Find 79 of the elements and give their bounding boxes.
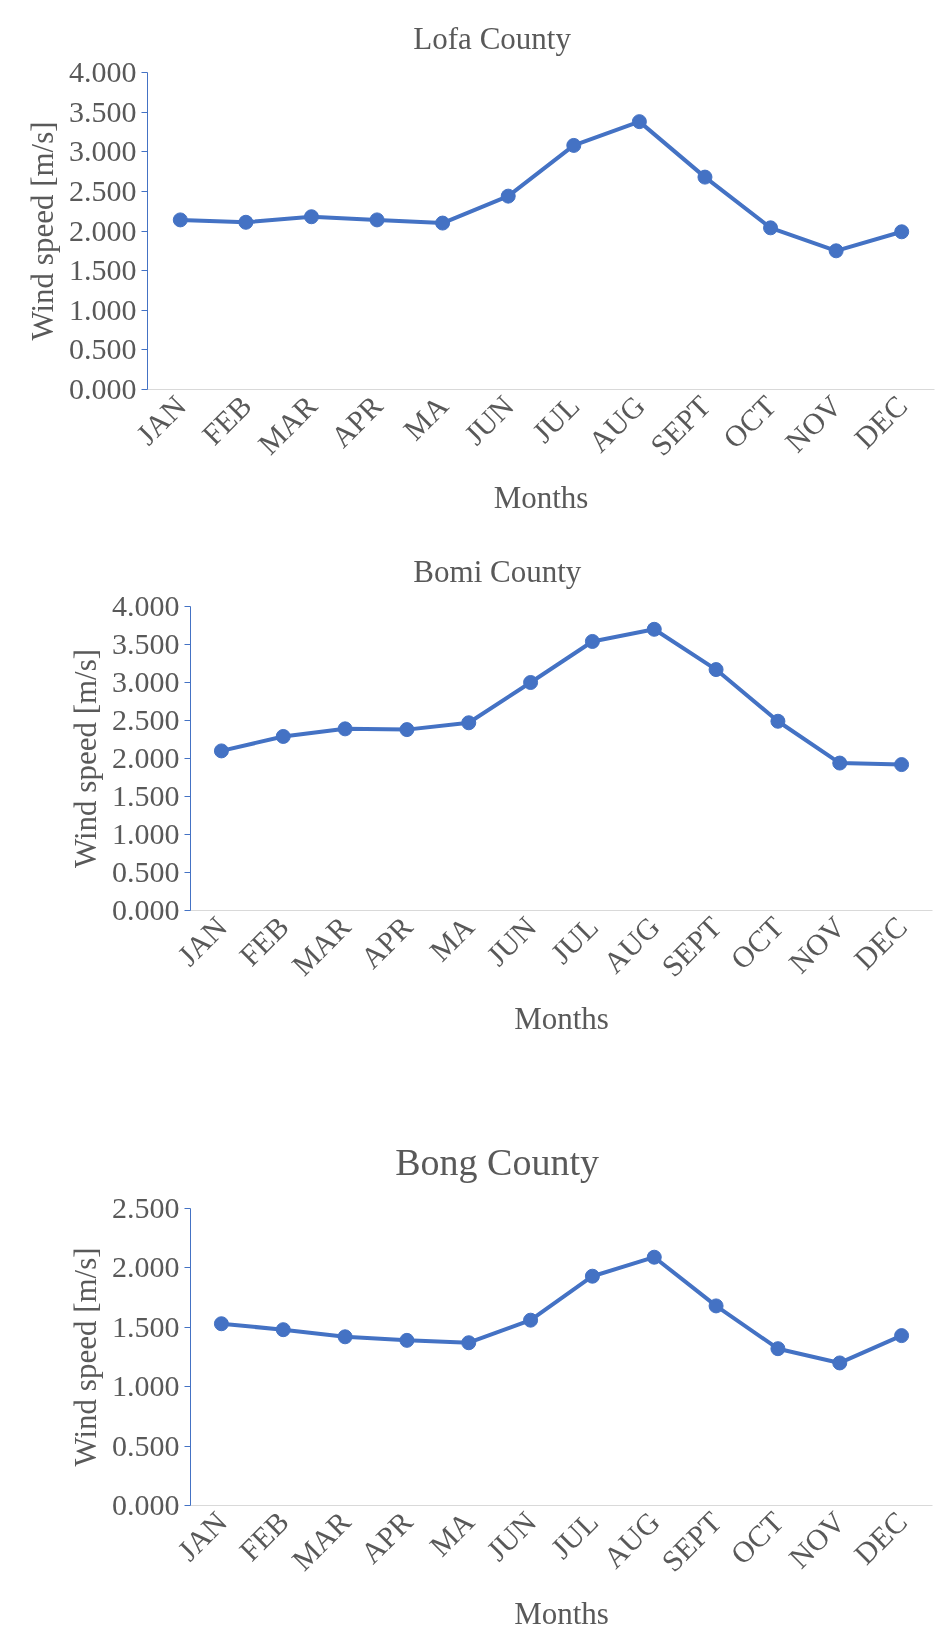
point — [894, 1328, 910, 1344]
y-tick-label: 1.500 — [112, 779, 180, 812]
x-axis-title: Months — [514, 1596, 609, 1632]
point — [369, 212, 385, 228]
chart-title: Bong County — [395, 1140, 600, 1183]
chart-title: Bomi County — [413, 554, 582, 589]
y-tick-label: 2.500 — [69, 173, 137, 207]
point — [697, 169, 713, 185]
y-tick-label: 1.000 — [69, 292, 137, 326]
y-tick-label: 1.000 — [112, 1369, 180, 1403]
point — [646, 621, 662, 637]
point — [337, 721, 353, 737]
y-tick-label: 3.000 — [69, 134, 137, 168]
x-tick-label: MA — [422, 909, 481, 968]
point — [832, 1355, 848, 1371]
point — [763, 220, 779, 236]
x-tick-label: MA — [396, 388, 455, 447]
point — [500, 188, 516, 204]
x-tick-label: MA — [422, 1504, 481, 1563]
point — [708, 1298, 724, 1314]
y-tick-label: 2.000 — [112, 741, 180, 774]
y-tick-label: 0.500 — [69, 332, 137, 366]
y-tick-label: 4.000 — [112, 589, 180, 622]
x-axis-title: Months — [493, 480, 589, 516]
y-tick-label: 2.500 — [112, 703, 180, 736]
point — [523, 675, 539, 690]
point — [708, 662, 724, 678]
point — [213, 1316, 229, 1332]
y-tick-label: 1.500 — [112, 1309, 180, 1343]
point — [461, 715, 477, 731]
point — [646, 1249, 662, 1265]
point — [213, 743, 229, 759]
point — [435, 215, 451, 231]
point — [832, 755, 848, 771]
x-tick-label: JUL — [544, 909, 605, 970]
y-axis-title: Wind speed [m/s] — [25, 121, 60, 341]
y-tick-label: 3.500 — [112, 627, 180, 660]
point — [770, 1341, 786, 1357]
y-tick-label: 2.000 — [69, 213, 137, 247]
x-tick-label: FEB — [195, 388, 258, 452]
y-tick-label: 0.000 — [112, 893, 180, 926]
point — [566, 137, 582, 153]
y-tick-label: 0.500 — [112, 855, 180, 888]
y-axis-title: Wind speed [m/s] — [68, 1247, 103, 1467]
y-tick-label: 2.000 — [112, 1250, 180, 1284]
point — [584, 1268, 600, 1284]
y-tick-label: 1.500 — [69, 253, 137, 287]
point — [584, 633, 600, 649]
x-tick-label: JUL — [544, 1504, 605, 1565]
y-tick-label: 1.000 — [112, 817, 180, 850]
point — [770, 713, 786, 729]
y-axis-title: Wind speed [m/s] — [68, 648, 103, 869]
point — [828, 243, 844, 259]
point — [337, 1329, 353, 1345]
chart-title: Lofa County — [413, 20, 572, 56]
point — [399, 1332, 415, 1348]
point — [303, 209, 319, 225]
x-tick-label: APR — [353, 909, 419, 975]
point — [461, 1335, 477, 1351]
x-axis-title: Months — [514, 1001, 609, 1037]
y-tick-label: 4.000 — [69, 55, 137, 88]
point — [631, 114, 647, 130]
y-tick-label: 3.000 — [112, 665, 180, 698]
point — [894, 757, 910, 773]
point — [238, 214, 254, 230]
x-tick-label: APR — [353, 1504, 419, 1570]
point — [172, 212, 188, 228]
y-tick-label: 0.000 — [112, 1488, 180, 1521]
point — [894, 224, 910, 240]
point — [275, 1322, 291, 1338]
x-tick-label: JUL — [525, 388, 586, 449]
x-tick-label: APR — [324, 388, 389, 454]
y-tick-label: 0.500 — [112, 1428, 180, 1462]
y-tick-label: 2.500 — [112, 1191, 180, 1224]
point — [275, 728, 291, 744]
y-tick-label: 3.500 — [69, 94, 137, 128]
point — [523, 1312, 539, 1328]
y-tick-label: 0.000 — [69, 372, 137, 405]
point — [399, 722, 415, 738]
